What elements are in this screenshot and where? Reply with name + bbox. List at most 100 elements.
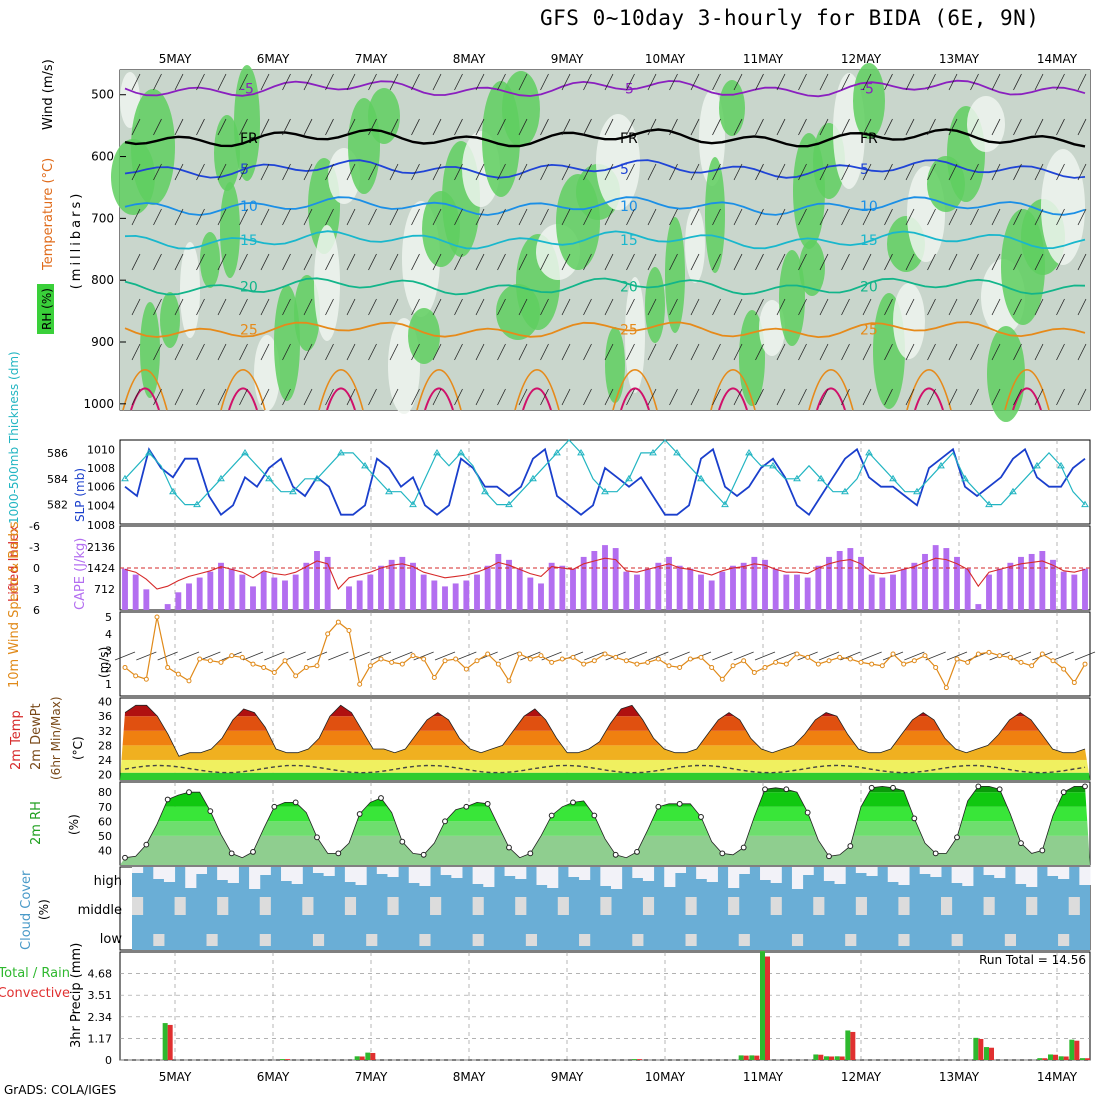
wind-barb [411, 163, 420, 181]
thickness-marker [193, 500, 201, 508]
wind-barb [862, 343, 872, 361]
wind-barb [970, 208, 979, 226]
wind-barb [690, 253, 700, 271]
wind-barb [497, 298, 506, 316]
precip-convective-bar [1053, 1054, 1058, 1060]
rh-point [932, 850, 939, 857]
wind-barb [905, 388, 915, 406]
wind-barb [217, 388, 227, 406]
cape-bar [1050, 559, 1056, 610]
thickness-marker [625, 474, 633, 482]
clear-sky-middle [259, 897, 271, 915]
cloud-axis-label: Cloud Cover [19, 870, 34, 950]
wind-barb [368, 388, 377, 406]
wind-barb [884, 73, 893, 91]
wind-barb [1056, 118, 1065, 136]
precip-total-bar [813, 1054, 819, 1060]
wind-barb [454, 253, 463, 271]
warm-contour [416, 369, 462, 411]
wind-barb [282, 163, 291, 181]
rh-point [1060, 789, 1067, 796]
thickness-marker [889, 474, 897, 482]
isotherm-label: 5 [860, 162, 869, 178]
wind-barb [712, 298, 721, 316]
wind-barb [303, 163, 313, 181]
wind-barb [583, 118, 592, 136]
cape-bar [698, 574, 704, 610]
wind-barb [1056, 163, 1065, 181]
wind-speed-point [954, 656, 960, 662]
wind-barb [583, 343, 592, 361]
wind-barb [153, 163, 162, 181]
wind-speed-point [367, 663, 373, 669]
cape-bar [580, 556, 587, 610]
clear-sky-low [472, 934, 484, 946]
cape-bar [516, 568, 523, 610]
wind-barb [841, 253, 850, 271]
wind-barb [1013, 118, 1022, 136]
thickness-marker [313, 474, 321, 482]
wind-barb [798, 343, 807, 361]
surface-wind-barb [733, 651, 754, 661]
isotherm-line [124, 159, 1086, 179]
cape-bar [687, 568, 694, 610]
wind-barb [1013, 208, 1022, 226]
cape-bar [186, 583, 192, 610]
isotherm-line [124, 79, 1086, 98]
precip-total-bar [1058, 1056, 1064, 1060]
wind-barb [325, 298, 334, 316]
clear-sky-low [259, 934, 271, 946]
wind-barb [518, 163, 528, 181]
hot-contour [620, 387, 650, 411]
thickness-marker [289, 487, 297, 495]
wind-barb [948, 118, 958, 136]
wind-barb [862, 208, 872, 226]
wind-barb [196, 388, 205, 406]
wind-speed-point [122, 664, 128, 670]
temp-tick: 24 [98, 754, 112, 767]
wind-speed-point [527, 656, 533, 662]
wind-barb [712, 388, 721, 406]
rh-band [120, 821, 1090, 836]
thickness-marker [721, 500, 729, 508]
thickness-marker [1057, 461, 1065, 469]
cape-bar [164, 604, 171, 610]
wind-barb [1034, 208, 1044, 226]
wind-barb [583, 208, 592, 226]
precip-total-bar [984, 1047, 989, 1060]
surface-wind-barb [861, 651, 882, 661]
cape-bar [1018, 556, 1024, 610]
legend-rh: RH (%) [40, 288, 54, 330]
cape-bar [346, 586, 352, 610]
isotherm-label: FR [240, 131, 258, 147]
wind-barb [1056, 208, 1065, 226]
wind-barb [905, 298, 915, 316]
cape-bar [228, 568, 235, 610]
wind-speed-point [890, 651, 896, 657]
wind-barb [798, 253, 807, 271]
wind-speed-point [1061, 666, 1067, 672]
pressure-axis-label: (millibars) [69, 191, 84, 290]
warm-contour [906, 369, 952, 411]
rh-shaded-region [645, 267, 665, 343]
precip-convective-bar [850, 1031, 856, 1060]
wind-barb [282, 118, 291, 136]
cape-bar [303, 562, 310, 610]
surface-wind-barb [136, 651, 157, 661]
surface-wind-barb [498, 651, 520, 661]
wind-barb [970, 118, 979, 136]
wind-barb [518, 253, 528, 271]
rh-point [207, 808, 214, 815]
wind-barb [325, 118, 334, 136]
legend-temperature: Temperature (°C) [41, 158, 56, 271]
precip-total-bar [280, 1059, 285, 1060]
hot-contour [718, 387, 748, 411]
precip-convective-bar [754, 1055, 760, 1060]
rh-point [484, 800, 491, 807]
isotherm-label: 10 [620, 199, 638, 215]
surface-wind-barb [904, 651, 925, 661]
wind-barb [475, 298, 485, 316]
wind-barb [303, 118, 313, 136]
wind-barb [948, 163, 958, 181]
wind-speed-point [794, 651, 800, 657]
